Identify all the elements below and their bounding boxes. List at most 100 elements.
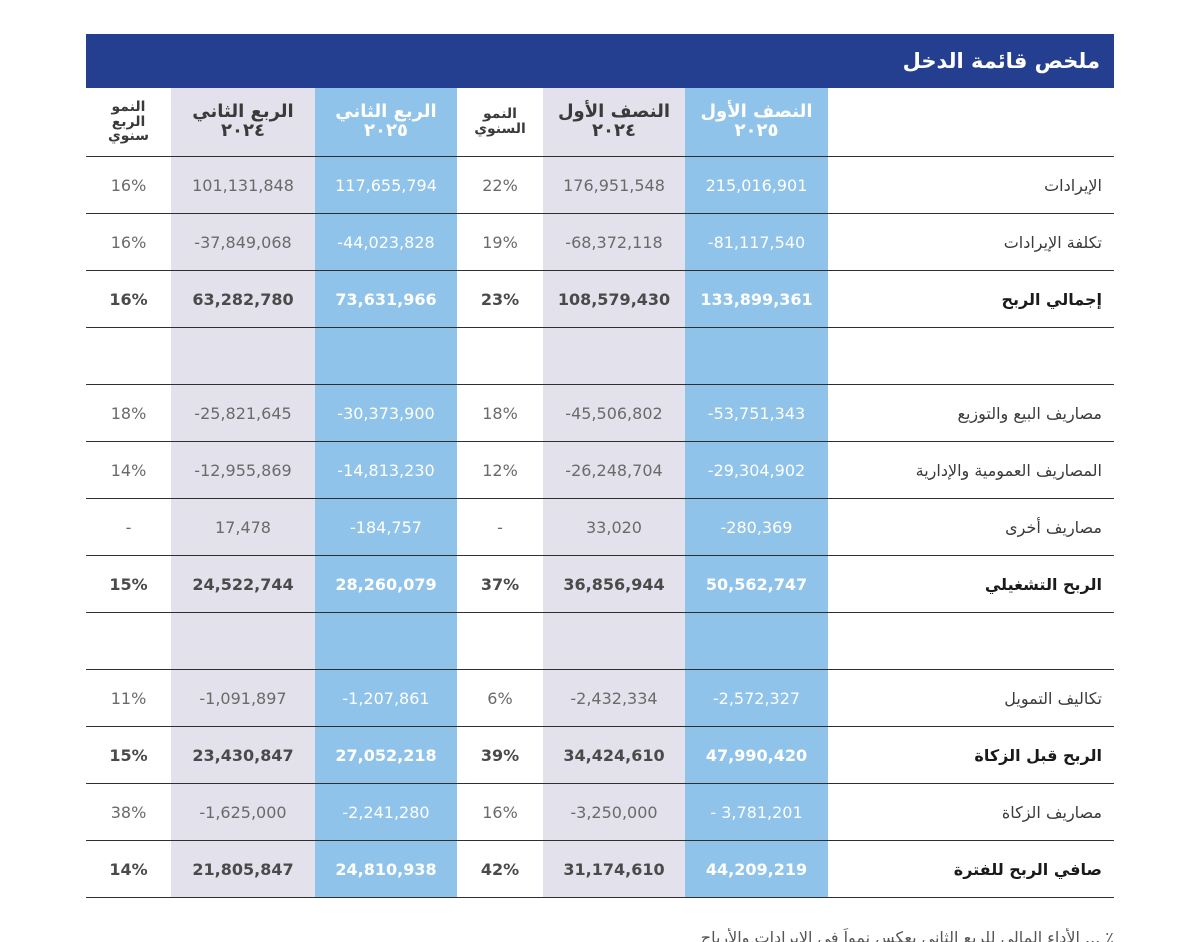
cell-yoy-half: [457, 612, 543, 670]
header-label-column: [828, 88, 1114, 157]
cell-yoy-half: 23%: [457, 270, 543, 328]
cell-h1-2024: 34,424,610: [543, 726, 685, 784]
cell-yoy-quarter: 18%: [86, 384, 171, 442]
row-label: الربح التشغيلي: [828, 555, 1114, 613]
cell-q2-2024: -37,849,068: [171, 213, 315, 271]
cell-q2-2024: 24,522,744: [171, 555, 315, 613]
cell-h1-2025: -2,572,327: [685, 669, 828, 727]
cell-q2-2025: 28,260,079: [315, 555, 457, 613]
cell-q2-2024: -1,625,000: [171, 783, 315, 841]
income-table: النمو الربع سنوي الربع الثاني ٢٠٢٤ الربع…: [86, 88, 1114, 898]
table-row: 11% -1,091,897 -1,207,861 6% -2,432,334 …: [86, 669, 1114, 727]
cell-h1-2024: 33,020: [543, 498, 685, 556]
cell-yoy-half: 19%: [457, 213, 543, 271]
cell-q2-2024: [171, 327, 315, 385]
table-row-total: 16% 63,282,780 73,631,966 23% 108,579,43…: [86, 270, 1114, 328]
cell-q2-2025: [315, 612, 457, 670]
cell-h1-2024: [543, 612, 685, 670]
cell-q2-2025: 117,655,794: [315, 156, 457, 214]
row-label: صافي الربح للفترة: [828, 840, 1114, 898]
cell-h1-2025: 50,562,747: [685, 555, 828, 613]
cell-yoy-quarter: -: [86, 498, 171, 556]
header-yoy-half: النمو السنوي: [457, 88, 543, 157]
cell-yoy-half: 42%: [457, 840, 543, 898]
cell-h1-2025: 44,209,219: [685, 840, 828, 898]
cell-q2-2024: 21,805,847: [171, 840, 315, 898]
row-label: إجمالي الربح: [828, 270, 1114, 328]
table-row-total: 15% 23,430,847 27,052,218 39% 34,424,610…: [86, 726, 1114, 784]
cell-yoy-quarter: 38%: [86, 783, 171, 841]
cell-yoy-quarter: 16%: [86, 156, 171, 214]
cell-yoy-quarter: 15%: [86, 555, 171, 613]
cell-q2-2025: 73,631,966: [315, 270, 457, 328]
table-row: 16% 101,131,848 117,655,794 22% 176,951,…: [86, 156, 1114, 214]
row-label: [828, 612, 1114, 670]
row-label: تكلفة الإيرادات: [828, 213, 1114, 271]
cell-yoy-half: 37%: [457, 555, 543, 613]
cell-q2-2025: 24,810,938: [315, 840, 457, 898]
cell-h1-2024: -2,432,334: [543, 669, 685, 727]
cell-yoy-quarter: [86, 612, 171, 670]
cell-q2-2025: -14,813,230: [315, 441, 457, 499]
cell-q2-2025: -184,757: [315, 498, 457, 556]
cell-h1-2025: - 3,781,201: [685, 783, 828, 841]
cell-h1-2024: -3,250,000: [543, 783, 685, 841]
cell-h1-2024: -26,248,704: [543, 441, 685, 499]
row-label: مصاريف أخرى: [828, 498, 1114, 556]
table-row: 16% -37,849,068 -44,023,828 19% -68,372,…: [86, 213, 1114, 271]
table-row-spacer: [86, 327, 1114, 385]
cell-h1-2025: -53,751,343: [685, 384, 828, 442]
header-h1-2025: النصف الأول ٢٠٢٥: [685, 88, 828, 157]
cell-q2-2025: [315, 327, 457, 385]
cell-q2-2025: 27,052,218: [315, 726, 457, 784]
cell-h1-2024: -68,372,118: [543, 213, 685, 271]
table-row: - 17,478 -184,757 - 33,020 -280,369 مصار…: [86, 498, 1114, 556]
cell-h1-2024: 31,174,610: [543, 840, 685, 898]
cell-yoy-half: 18%: [457, 384, 543, 442]
row-label: المصاريف العمومية والإدارية: [828, 441, 1114, 499]
header-q2-2024: الربع الثاني ٢٠٢٤: [171, 88, 315, 157]
title-text: ملخص قائمة الدخل: [902, 49, 1100, 73]
cell-yoy-half: 12%: [457, 441, 543, 499]
header-row: النمو الربع سنوي الربع الثاني ٢٠٢٤ الربع…: [86, 88, 1114, 157]
cell-h1-2025: 133,899,361: [685, 270, 828, 328]
cell-q2-2024: -1,091,897: [171, 669, 315, 727]
cell-q2-2024: 17,478: [171, 498, 315, 556]
cell-q2-2024: -12,955,869: [171, 441, 315, 499]
cell-yoy-quarter: [86, 327, 171, 385]
header-q2-2025: الربع الثاني ٢٠٢٥: [315, 88, 457, 157]
cell-yoy-quarter: 16%: [86, 213, 171, 271]
row-label: [828, 327, 1114, 385]
cell-h1-2025: [685, 327, 828, 385]
cell-yoy-quarter: 11%: [86, 669, 171, 727]
row-label: تكاليف التمويل: [828, 669, 1114, 727]
header-h1-2024: النصف الأول ٢٠٢٤: [543, 88, 685, 157]
cell-q2-2024: 101,131,848: [171, 156, 315, 214]
cell-q2-2024: [171, 612, 315, 670]
cell-h1-2025: -29,304,902: [685, 441, 828, 499]
table-title: ملخص قائمة الدخل: [86, 34, 1114, 88]
table-row-spacer: [86, 612, 1114, 670]
table-row-total: 15% 24,522,744 28,260,079 37% 36,856,944…: [86, 555, 1114, 613]
cell-h1-2024: 176,951,548: [543, 156, 685, 214]
table-row: 18% -25,821,645 -30,373,900 18% -45,506,…: [86, 384, 1114, 442]
table-row: 38% -1,625,000 -2,241,280 16% -3,250,000…: [86, 783, 1114, 841]
row-label: الإيرادات: [828, 156, 1114, 214]
cell-yoy-quarter: 14%: [86, 441, 171, 499]
row-label: مصاريف البيع والتوزيع: [828, 384, 1114, 442]
cell-q2-2024: 23,430,847: [171, 726, 315, 784]
cell-h1-2025: 215,016,901: [685, 156, 828, 214]
cell-h1-2024: [543, 327, 685, 385]
cell-q2-2025: -30,373,900: [315, 384, 457, 442]
cell-yoy-quarter: 15%: [86, 726, 171, 784]
income-statement-summary: ملخص قائمة الدخل النمو الربع سنوي الربع …: [86, 34, 1114, 898]
cell-yoy-half: [457, 327, 543, 385]
cell-yoy-quarter: 16%: [86, 270, 171, 328]
cell-q2-2024: -25,821,645: [171, 384, 315, 442]
cell-yoy-half: -: [457, 498, 543, 556]
table-row: 14% -12,955,869 -14,813,230 12% -26,248,…: [86, 441, 1114, 499]
cell-h1-2025: [685, 612, 828, 670]
row-label: مصاريف الزكاة: [828, 783, 1114, 841]
cell-q2-2025: -1,207,861: [315, 669, 457, 727]
table-row-total: 14% 21,805,847 24,810,938 42% 31,174,610…: [86, 840, 1114, 898]
